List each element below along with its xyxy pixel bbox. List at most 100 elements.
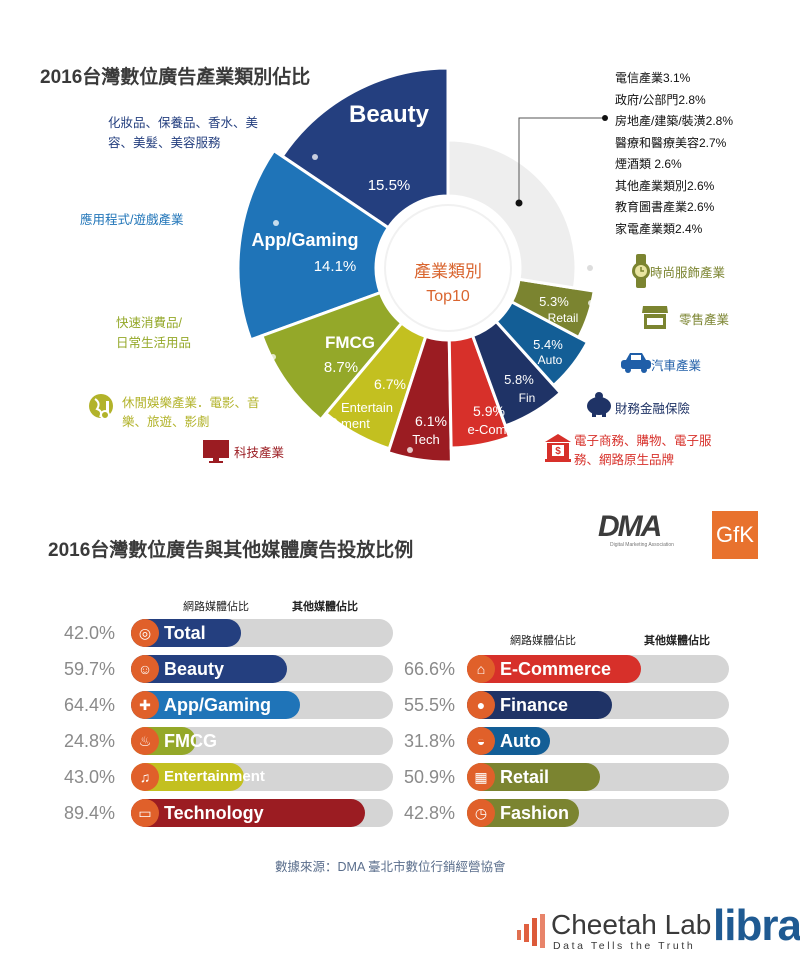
donut-center	[376, 196, 520, 340]
watch-icon: ◷	[467, 799, 495, 827]
piggy-bank-icon: ●	[467, 691, 495, 719]
desc-tech: 科技產業	[234, 446, 285, 460]
bar-value: 64.4%	[64, 694, 116, 715]
slice-others	[446, 138, 578, 290]
piggy-bank-icon	[585, 391, 613, 417]
svg-text:6.1%: 6.1%	[415, 413, 447, 429]
bar-label: Total	[164, 623, 206, 643]
bar-value: 42.8%	[404, 802, 456, 823]
globe-music-icon: ♫	[131, 763, 159, 791]
bar-value: 59.7%	[64, 658, 116, 679]
others-item: 其他產業類別2.6%	[615, 178, 715, 193]
svg-text:ment: ment	[341, 416, 370, 431]
bar-track-other-media: ◷ Fashion	[467, 799, 729, 827]
store-icon	[641, 304, 669, 330]
others-item: 房地產/建築/裝潢2.8%	[615, 114, 734, 128]
cheetah-lab-logo-mark	[515, 914, 547, 950]
gamepad-icon: ✚	[131, 691, 159, 719]
center-label-2: Top10	[426, 288, 470, 305]
svg-text:5.4%: 5.4%	[533, 337, 563, 352]
bar-track-other-media: ☺ Beauty	[131, 655, 393, 683]
industry-donut-chart: 產業類別 Top10 Beauty 15.5% App/Gaming 14.1% FMC…	[236, 66, 608, 464]
svg-text:5.3%: 5.3%	[539, 294, 569, 309]
col-head-online-left: 網路媒體佔比	[183, 601, 249, 613]
bar-row-technology: 89.4% ▭ Technology	[64, 798, 393, 828]
car-icon: ◒	[467, 727, 495, 755]
desc-fmcg: 快速消費品/日常生活用品	[116, 316, 192, 350]
svg-text:FMCG: FMCG	[325, 333, 375, 352]
svg-text:Retail: Retail	[548, 311, 579, 325]
monitor-icon: ▭	[131, 799, 159, 827]
others-item: 煙酒類 2.6%	[615, 157, 682, 171]
bar-value: 89.4%	[64, 802, 116, 823]
svg-text:Tech: Tech	[412, 432, 439, 447]
dma-logo: DMA Digital Marketing Association	[598, 510, 674, 549]
svg-text:15.5%: 15.5%	[368, 177, 411, 194]
bar-label: Auto	[500, 731, 541, 751]
desc-auto: 汽車產業	[651, 359, 702, 373]
bar-label: Beauty	[164, 659, 225, 679]
bar-row-finance: 55.5% ● Finance	[404, 690, 729, 720]
bar-row-retail: 50.9% ▦ Retail	[404, 762, 729, 792]
bar-track-other-media: ▦ Retail	[467, 763, 729, 791]
cheetah-lab-tagline: Data Tells the Truth	[553, 940, 696, 952]
bar-fill-online-media	[131, 799, 366, 827]
bar-track-other-media: ▭ Technology	[131, 799, 393, 827]
bar-track-other-media: ✚ App/Gaming	[131, 691, 393, 719]
bar-row-e-commerce: 66.6% ⌂ E-Commerce	[404, 654, 729, 684]
bar-row-fmcg: 24.8% ♨ FMCG	[64, 726, 393, 756]
desc-entertainment: 休閒娛樂產業．電影、音 樂、旅遊、影劇	[122, 396, 260, 429]
watch-icon	[630, 254, 652, 288]
bar-row-fashion: 42.8% ◷ Fashion	[404, 798, 729, 828]
svg-text:6.7%: 6.7%	[374, 376, 406, 392]
store-icon: ▦	[467, 763, 495, 791]
others-list: 電信產業3.1% 政府/公部門2.8% 房地產/建築/裝潢2.8% 醫療和醫療美…	[615, 68, 733, 240]
bar-fill-online-media	[467, 655, 642, 683]
col-head-online-right: 網路媒體佔比	[510, 635, 576, 647]
bar-row-total: 42.0% ◎ Total	[64, 618, 393, 648]
woman-icon: ☺	[131, 655, 159, 683]
bar-fill-online-media	[131, 691, 300, 719]
bar-value: 42.0%	[64, 622, 116, 643]
bar-label: Fashion	[500, 803, 570, 823]
bar-label: App/Gaming	[164, 695, 271, 715]
svg-text:App/Gaming: App/Gaming	[252, 230, 359, 250]
svg-text:Entertain: Entertain	[341, 400, 393, 415]
data-source: 數據來源：DMA 臺北市數位行銷經營協會	[275, 860, 506, 874]
col-head-other-right: 其他媒體佔比	[644, 635, 710, 647]
bar-track-other-media: ◎ Total	[131, 619, 393, 647]
desc-beauty: 化妝品、保養品、香水、美 容、美髮、美容服務	[108, 116, 259, 150]
gfk-logo: GfK	[712, 511, 758, 559]
svg-text:$: $	[555, 446, 561, 457]
bar-row-beauty: 59.7% ☺ Beauty	[64, 654, 393, 684]
bar-value: 24.8%	[64, 730, 116, 751]
svg-text:Fin: Fin	[519, 391, 536, 405]
bar-row-entertainment: 43.0% ♫ Entertainment	[64, 762, 393, 792]
svg-text:Beauty: Beauty	[349, 101, 430, 128]
bank-icon: $	[544, 433, 572, 463]
globe-music-icon	[88, 393, 118, 421]
svg-text:e-Com: e-Com	[467, 422, 506, 437]
desc-retail: 零售產業	[679, 313, 730, 327]
others-item: 電信產業3.1%	[615, 71, 691, 85]
egg-spoon-icon: ♨	[131, 727, 159, 755]
svg-text:5.9%: 5.9%	[473, 403, 505, 419]
bar-value: 31.8%	[404, 730, 456, 751]
bar-value: 55.5%	[404, 694, 456, 715]
bar-track-other-media: ♨ FMCG	[131, 727, 393, 755]
svg-text:8.7%: 8.7%	[324, 359, 358, 376]
others-item: 醫療和醫療美容2.7%	[615, 135, 727, 150]
bar-track-other-media: ◒ Auto	[467, 727, 729, 755]
desc-fashion: 時尚服飾產業	[650, 266, 726, 280]
monitor-icon	[202, 439, 230, 465]
desc-app: 應用程式/遊戲產業	[80, 213, 184, 227]
others-item: 政府/公部門2.8%	[615, 92, 706, 107]
others-item: 教育圖書產業2.6%	[615, 200, 715, 214]
svg-text:5.8%: 5.8%	[504, 372, 534, 387]
cheetah-lab-brand: Cheetah Lab	[551, 909, 712, 940]
bar-track-other-media: ● Finance	[467, 691, 729, 719]
center-label-1: 產業類別	[414, 262, 482, 281]
bar-track-other-media: ♫ Entertainment	[131, 763, 393, 791]
bar-label: Entertainment	[164, 768, 265, 785]
bar-label: FMCG	[164, 731, 217, 751]
